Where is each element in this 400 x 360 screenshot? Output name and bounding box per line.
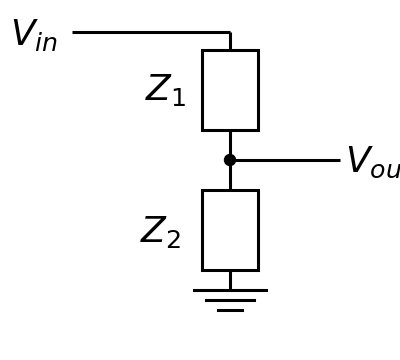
Bar — [202, 50, 258, 130]
Text: $Z_1$: $Z_1$ — [145, 72, 186, 108]
Circle shape — [224, 154, 236, 166]
Text: $V_{out}$: $V_{out}$ — [345, 144, 400, 180]
Bar — [202, 190, 258, 270]
Text: $V_{in}$: $V_{in}$ — [10, 17, 58, 53]
Text: $Z_2$: $Z_2$ — [140, 214, 181, 250]
